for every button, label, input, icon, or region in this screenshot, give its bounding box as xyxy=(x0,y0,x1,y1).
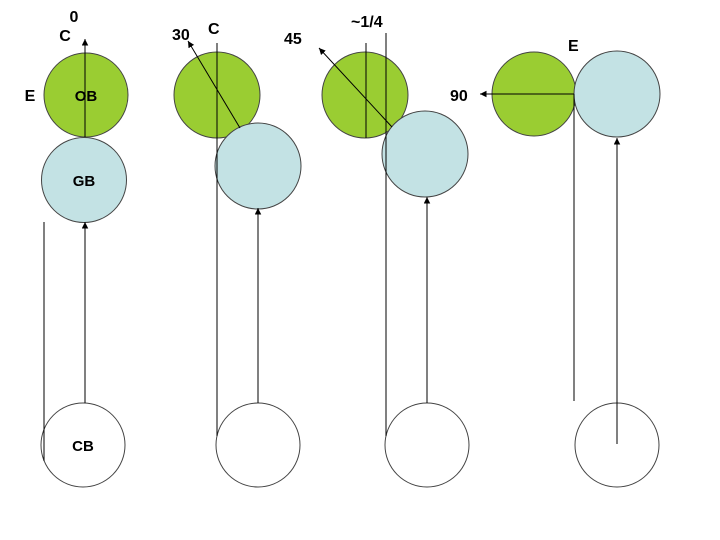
svg-text:E: E xyxy=(25,88,36,105)
svg-text:45: 45 xyxy=(284,31,302,48)
svg-text:C: C xyxy=(208,21,220,38)
svg-text:OB: OB xyxy=(75,88,98,105)
svg-text:~1/4: ~1/4 xyxy=(351,14,383,31)
svg-text:90: 90 xyxy=(450,88,468,105)
svg-text:E: E xyxy=(568,38,579,55)
svg-text:30: 30 xyxy=(172,27,190,44)
svg-text:GB: GB xyxy=(73,173,96,190)
svg-text:0: 0 xyxy=(70,9,79,26)
svg-text:CB: CB xyxy=(72,438,94,455)
svg-text:C: C xyxy=(59,28,71,45)
